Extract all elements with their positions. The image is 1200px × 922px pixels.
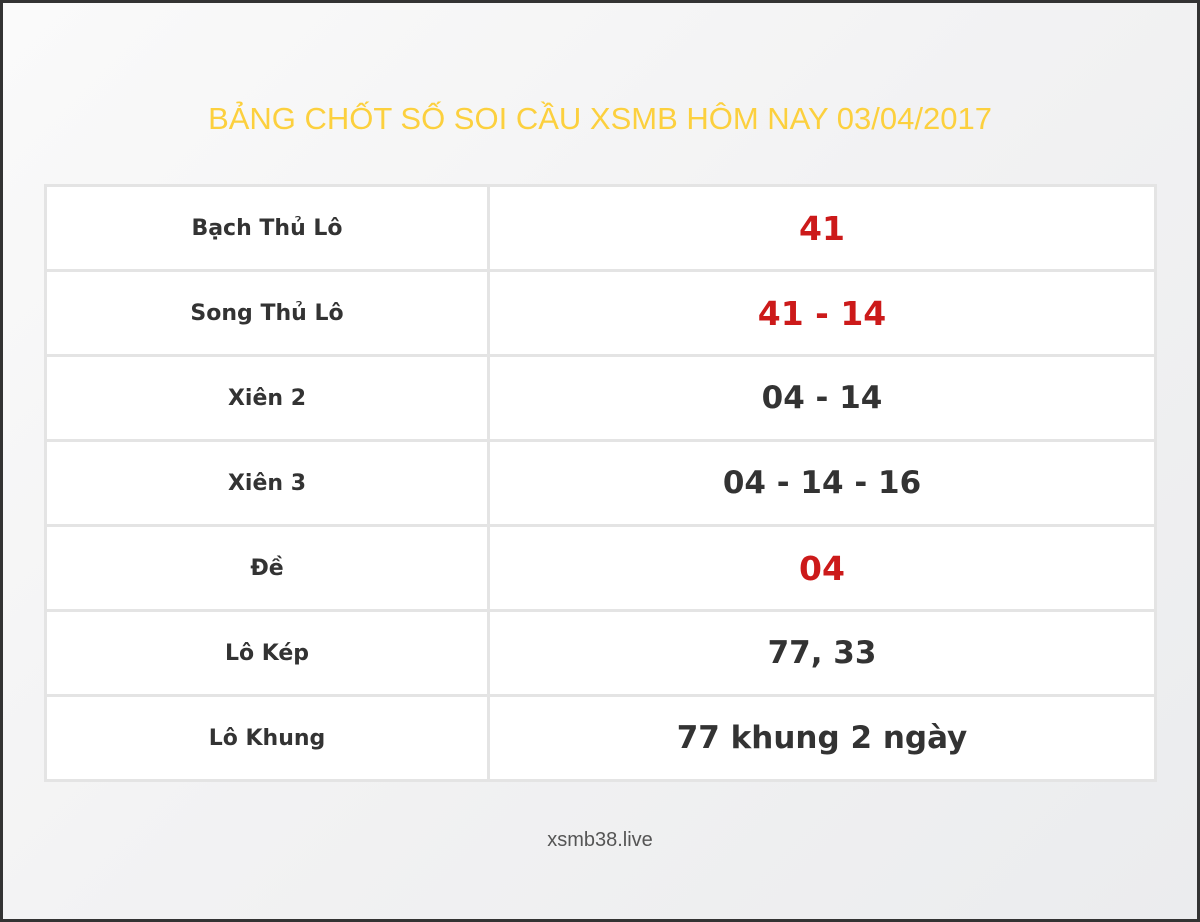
row-label: Lô Khung [44, 694, 490, 782]
row-value: 77, 33 [487, 609, 1157, 697]
row-value: 41 [487, 184, 1157, 272]
row-label: Xiên 2 [44, 354, 490, 442]
row-value: 04 - 14 [487, 354, 1157, 442]
table-row: Xiên 3 04 - 14 - 16 [44, 439, 1157, 527]
row-value: 77 khung 2 ngày [487, 694, 1157, 782]
table-row: Lô Khung 77 khung 2 ngày [44, 694, 1157, 782]
row-value: 41 - 14 [487, 269, 1157, 357]
table-row: Đề 04 [44, 524, 1157, 612]
table-row: Xiên 2 04 - 14 [44, 354, 1157, 442]
prediction-table: Bạch Thủ Lô 41 Song Thủ Lô 41 - 14 Xiên 2 04 … [44, 184, 1157, 782]
table-row: Lô Kép 77, 33 [44, 609, 1157, 697]
row-label: Đề [44, 524, 490, 612]
row-value: 04 [487, 524, 1157, 612]
page-title: BẢNG CHỐT SỐ SOI CẦU XSMB HÔM NAY 03/04/… [208, 101, 992, 136]
table-row: Bạch Thủ Lô 41 [44, 184, 1157, 272]
row-label: Lô Kép [44, 609, 490, 697]
site-watermark: xsmb38.live [547, 829, 653, 851]
table-row: Song Thủ Lô 41 - 14 [44, 269, 1157, 357]
row-label: Xiên 3 [44, 439, 490, 527]
row-value: 04 - 14 - 16 [487, 439, 1157, 527]
row-label: Bạch Thủ Lô [44, 184, 490, 272]
row-label: Song Thủ Lô [44, 269, 490, 357]
